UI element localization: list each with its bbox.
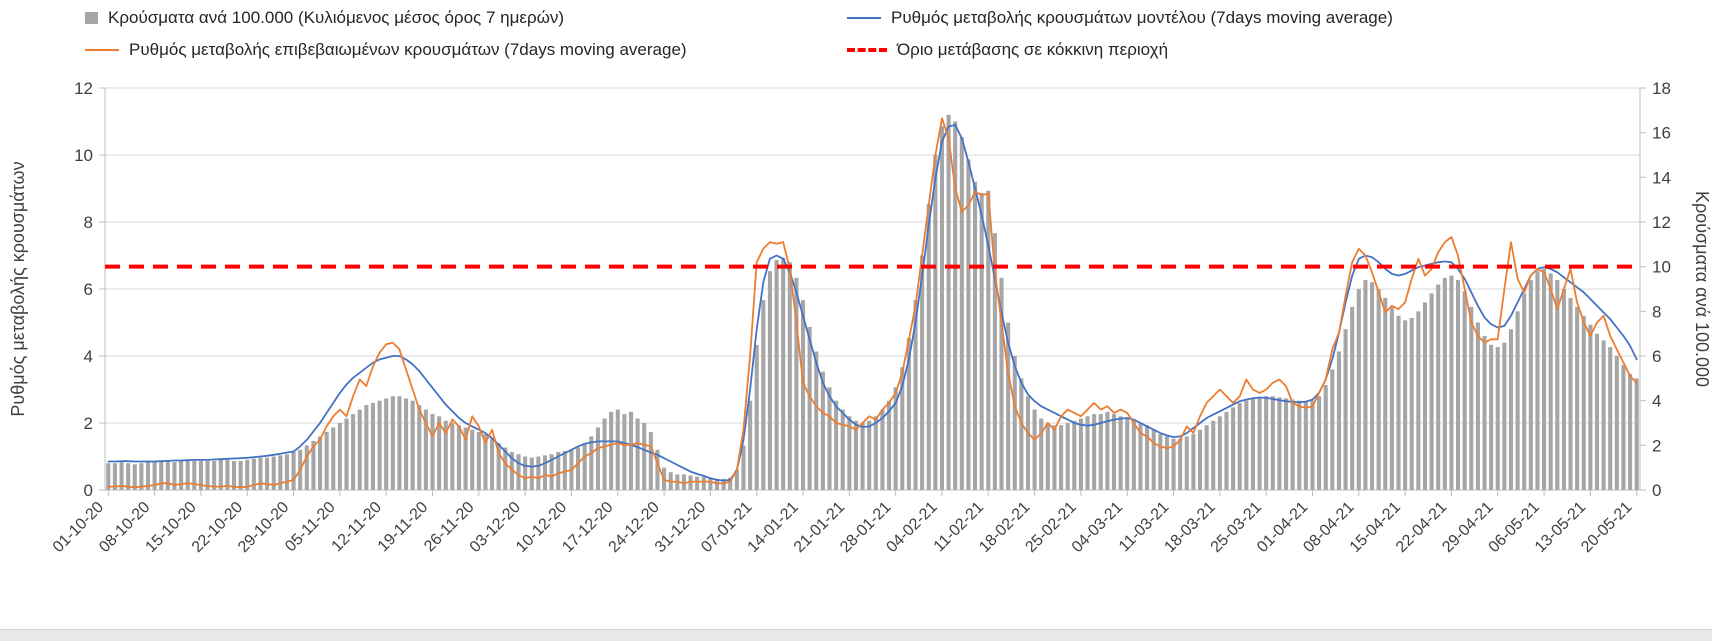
bar-series-swatch-icon <box>85 12 98 24</box>
red-dashed-swatch-icon <box>847 48 887 52</box>
left-axis-tick-label: 6 <box>84 280 93 299</box>
left-axis-title: Ρυθμός μεταβολής κρουσμάτων <box>8 161 28 416</box>
legend-item-confirmed-rate: Ρυθμός μεταβολής επιβεβαιωμένων κρουσμάτ… <box>85 40 847 60</box>
legend-item-cases-bars: Κρούσματα ανά 100.000 (Κυλιόμενος μέσος … <box>85 8 847 28</box>
left-axis-tick-label: 2 <box>84 414 93 433</box>
legend-item-model-rate: Ρυθμός μεταβολής κρουσμάτων μοντέλου (7d… <box>847 8 1393 28</box>
left-axis-tick-label: 10 <box>74 146 93 165</box>
cases-bars-series <box>106 114 1639 491</box>
x-axis-tick-label: 19-11-20 <box>375 499 432 556</box>
legend-label: Ρυθμός μεταβολής επιβεβαιωμένων κρουσμάτ… <box>129 40 687 59</box>
left-axis-tick-label: 4 <box>84 347 93 366</box>
x-axis-tick-label: 05-11-20 <box>282 499 339 556</box>
right-axis-title: Κρούσματα ανά 100.000 <box>1692 191 1712 387</box>
right-axis-tick-label: 16 <box>1652 124 1671 143</box>
chart-legend: Κρούσματα ανά 100.000 (Κυλιόμενος μέσος … <box>85 8 1393 60</box>
legend-item-red-threshold: Όριο μετάβασης σε κόκκινη περιοχή <box>847 40 1393 60</box>
x-axis-tick-label: 29-10-20 <box>235 499 292 556</box>
blue-line-swatch-icon <box>847 17 881 19</box>
x-axis-tick-label: 12-11-20 <box>329 499 386 556</box>
right-axis-tick-label: 6 <box>1652 347 1661 366</box>
confirmed-rate-line <box>107 117 1638 489</box>
left-axis-tick-label: 8 <box>84 213 93 232</box>
orange-line-swatch-icon <box>85 49 119 51</box>
right-axis-tick-label: 0 <box>1652 481 1661 500</box>
right-axis-tick-label: 8 <box>1652 302 1661 321</box>
legend-label: Ρυθμός μεταβολής κρουσμάτων μοντέλου (7d… <box>891 8 1393 27</box>
legend-label: Κρούσματα ανά 100.000 (Κυλιόμενος μέσος … <box>108 8 565 27</box>
bottom-strip <box>0 629 1712 641</box>
x-axis-tick-label: 20-05-21 <box>1578 499 1635 556</box>
right-axis-tick-label: 10 <box>1652 258 1671 277</box>
right-axis-tick-label: 14 <box>1652 168 1671 187</box>
x-axis-tick-label: 04-02-21 <box>883 499 940 556</box>
model-rate-line <box>107 124 1638 482</box>
left-axis-tick-label: 12 <box>74 79 93 98</box>
right-axis-tick-label: 18 <box>1652 79 1671 98</box>
right-axis-tick-label: 4 <box>1652 392 1661 411</box>
x-axis-tick-label: 04-03-21 <box>1069 499 1126 556</box>
left-axis-tick-label: 0 <box>84 481 93 500</box>
legend-label: Όριο μετάβασης σε κόκκινη περιοχή <box>897 40 1169 59</box>
right-axis-tick-label: 12 <box>1652 213 1671 232</box>
right-axis-tick-label: 2 <box>1652 436 1661 455</box>
